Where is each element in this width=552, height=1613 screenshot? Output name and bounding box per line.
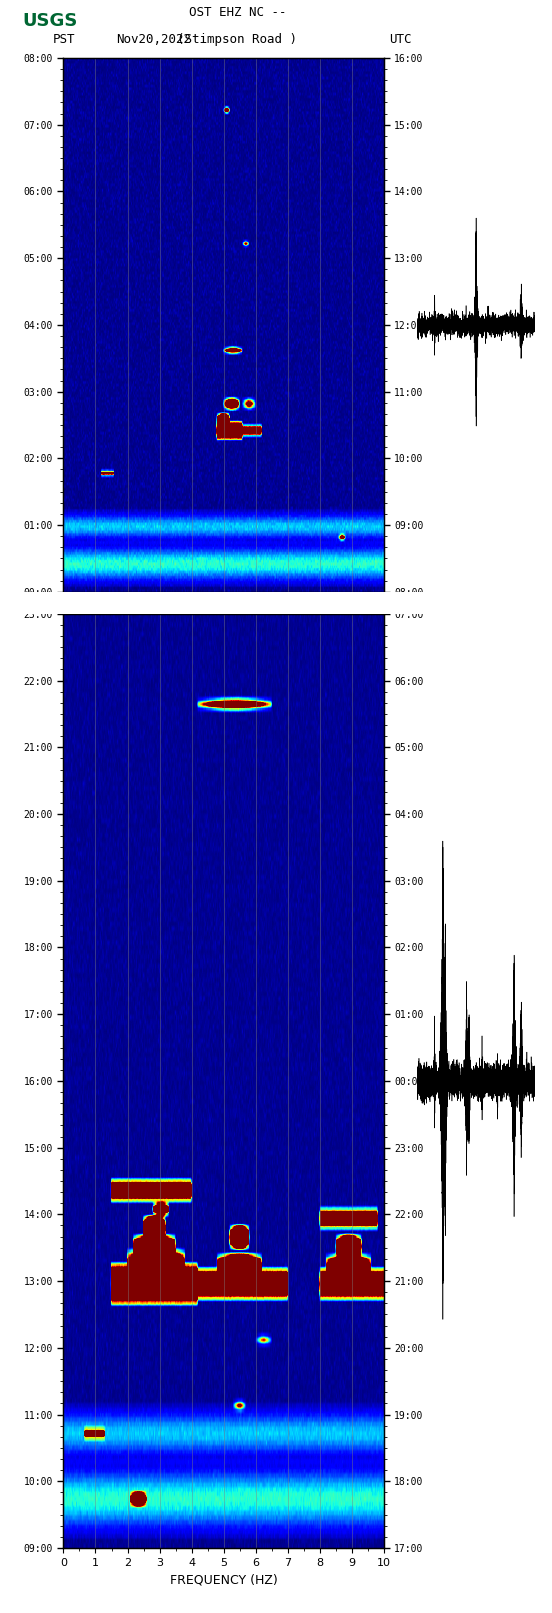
X-axis label: FREQUENCY (HZ): FREQUENCY (HZ)	[169, 1573, 278, 1586]
Text: UTC: UTC	[389, 32, 412, 45]
Text: (Stimpson Road ): (Stimpson Road )	[177, 32, 298, 45]
Text: USGS: USGS	[22, 11, 77, 29]
Text: Nov20,2022: Nov20,2022	[116, 32, 191, 45]
Text: OST EHZ NC --: OST EHZ NC --	[189, 6, 286, 19]
Text: PST: PST	[52, 32, 75, 45]
